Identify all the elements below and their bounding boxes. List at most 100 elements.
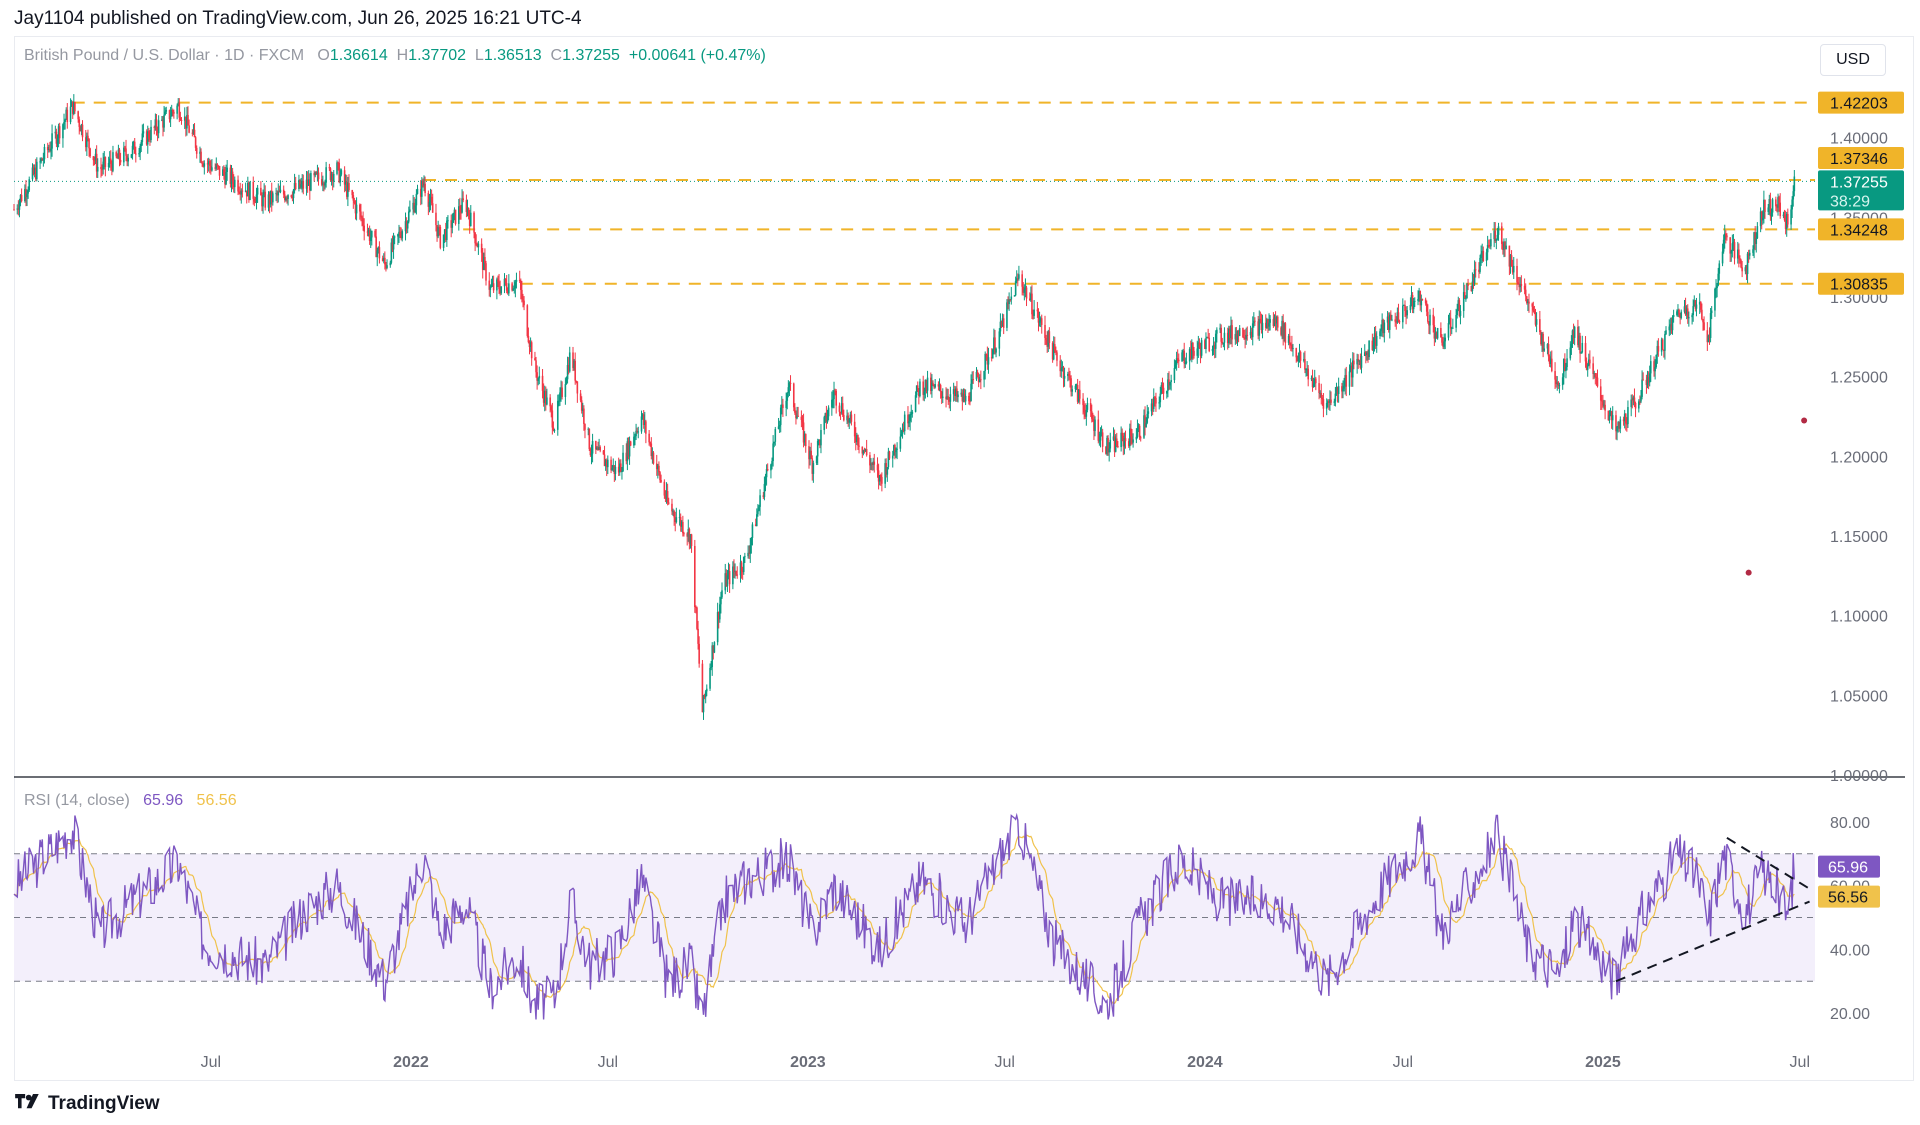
candle[interactable] <box>1717 267 1720 287</box>
candle[interactable] <box>1098 431 1101 446</box>
candle[interactable] <box>1341 382 1343 399</box>
candle[interactable] <box>1046 331 1048 353</box>
candle[interactable] <box>279 180 282 194</box>
candle[interactable] <box>961 389 964 411</box>
candle[interactable] <box>940 390 943 404</box>
candle[interactable] <box>140 139 143 152</box>
candle[interactable] <box>1356 353 1358 374</box>
candle[interactable] <box>1079 380 1081 405</box>
candle[interactable] <box>1486 235 1489 260</box>
candle[interactable] <box>1656 340 1659 364</box>
candle[interactable] <box>1745 264 1748 281</box>
candle[interactable] <box>834 388 836 396</box>
candle[interactable] <box>481 248 484 279</box>
candle[interactable] <box>1581 335 1584 354</box>
candle[interactable] <box>1070 375 1072 397</box>
candle[interactable] <box>817 439 820 446</box>
rsi-legend[interactable]: RSI (14, close) 65.96 56.56 <box>24 792 237 810</box>
price-pane[interactable] <box>13 94 1815 720</box>
candle[interactable] <box>1100 425 1103 437</box>
candle[interactable] <box>179 111 182 121</box>
candle[interactable] <box>407 206 410 224</box>
candle[interactable] <box>19 194 22 207</box>
candle[interactable] <box>1398 319 1401 325</box>
candle[interactable] <box>314 171 317 178</box>
candle[interactable] <box>400 227 402 241</box>
candle[interactable] <box>1432 307 1435 333</box>
candle[interactable] <box>1496 228 1499 241</box>
candle[interactable] <box>302 174 305 195</box>
candle[interactable] <box>1418 287 1420 302</box>
candle[interactable] <box>1228 325 1230 348</box>
candle[interactable] <box>423 175 425 192</box>
candle[interactable] <box>238 186 240 195</box>
candle[interactable] <box>1045 334 1047 345</box>
candle[interactable] <box>239 182 242 201</box>
candle[interactable] <box>1459 305 1462 325</box>
candle[interactable] <box>49 141 51 153</box>
candle[interactable] <box>1138 423 1141 440</box>
candle[interactable] <box>977 372 980 388</box>
candle[interactable] <box>673 509 675 526</box>
candle[interactable] <box>809 446 811 466</box>
candle[interactable] <box>1333 398 1336 406</box>
candle[interactable] <box>1114 434 1117 453</box>
candle[interactable] <box>1296 355 1299 362</box>
candle[interactable] <box>1444 333 1447 350</box>
candle[interactable] <box>1197 335 1200 358</box>
candle[interactable] <box>949 386 952 412</box>
candle[interactable] <box>1040 314 1043 334</box>
candle[interactable] <box>1633 388 1636 408</box>
candle[interactable] <box>992 348 994 359</box>
candle[interactable] <box>218 165 221 180</box>
candle[interactable] <box>1447 314 1450 341</box>
candle[interactable] <box>1055 346 1057 356</box>
candle[interactable] <box>1542 331 1544 358</box>
candle[interactable] <box>736 566 739 579</box>
candle[interactable] <box>132 140 135 150</box>
candle[interactable] <box>48 144 50 153</box>
candle[interactable] <box>1318 375 1320 400</box>
candle[interactable] <box>1626 417 1628 432</box>
candle[interactable] <box>146 125 149 154</box>
candle[interactable] <box>1474 261 1477 278</box>
candle[interactable] <box>915 385 918 398</box>
candle[interactable] <box>488 272 491 297</box>
candle[interactable] <box>1329 390 1331 411</box>
candle[interactable] <box>193 123 196 138</box>
candle[interactable] <box>107 156 110 171</box>
candle[interactable] <box>750 537 753 554</box>
candle[interactable] <box>409 200 411 213</box>
candle[interactable] <box>838 402 841 417</box>
candle[interactable] <box>1261 314 1264 339</box>
candle[interactable] <box>1304 350 1306 374</box>
candle[interactable] <box>1137 423 1140 433</box>
candle[interactable] <box>1053 336 1056 354</box>
candle[interactable] <box>169 106 172 128</box>
candle[interactable] <box>550 404 553 418</box>
candle[interactable] <box>1115 432 1118 448</box>
candle[interactable] <box>1632 395 1635 406</box>
chart-marker[interactable] <box>1745 569 1752 576</box>
candle[interactable] <box>207 157 210 172</box>
candle[interactable] <box>1322 393 1325 418</box>
candle[interactable] <box>986 346 989 370</box>
candle[interactable] <box>263 183 265 198</box>
candle[interactable] <box>291 191 294 202</box>
candle[interactable] <box>1566 349 1568 371</box>
candle[interactable] <box>247 176 249 197</box>
candle[interactable] <box>713 641 716 654</box>
candle[interactable] <box>751 522 754 546</box>
candle[interactable] <box>102 152 104 175</box>
candle[interactable] <box>766 463 769 472</box>
candle[interactable] <box>1359 353 1362 370</box>
candle[interactable] <box>826 409 829 424</box>
candle[interactable] <box>591 433 594 463</box>
candle[interactable] <box>1471 272 1474 294</box>
candle[interactable] <box>1435 331 1438 339</box>
candle[interactable] <box>1083 400 1085 420</box>
candle[interactable] <box>1627 400 1629 428</box>
candle[interactable] <box>216 163 219 171</box>
candle[interactable] <box>469 205 472 227</box>
candle[interactable] <box>162 116 164 137</box>
